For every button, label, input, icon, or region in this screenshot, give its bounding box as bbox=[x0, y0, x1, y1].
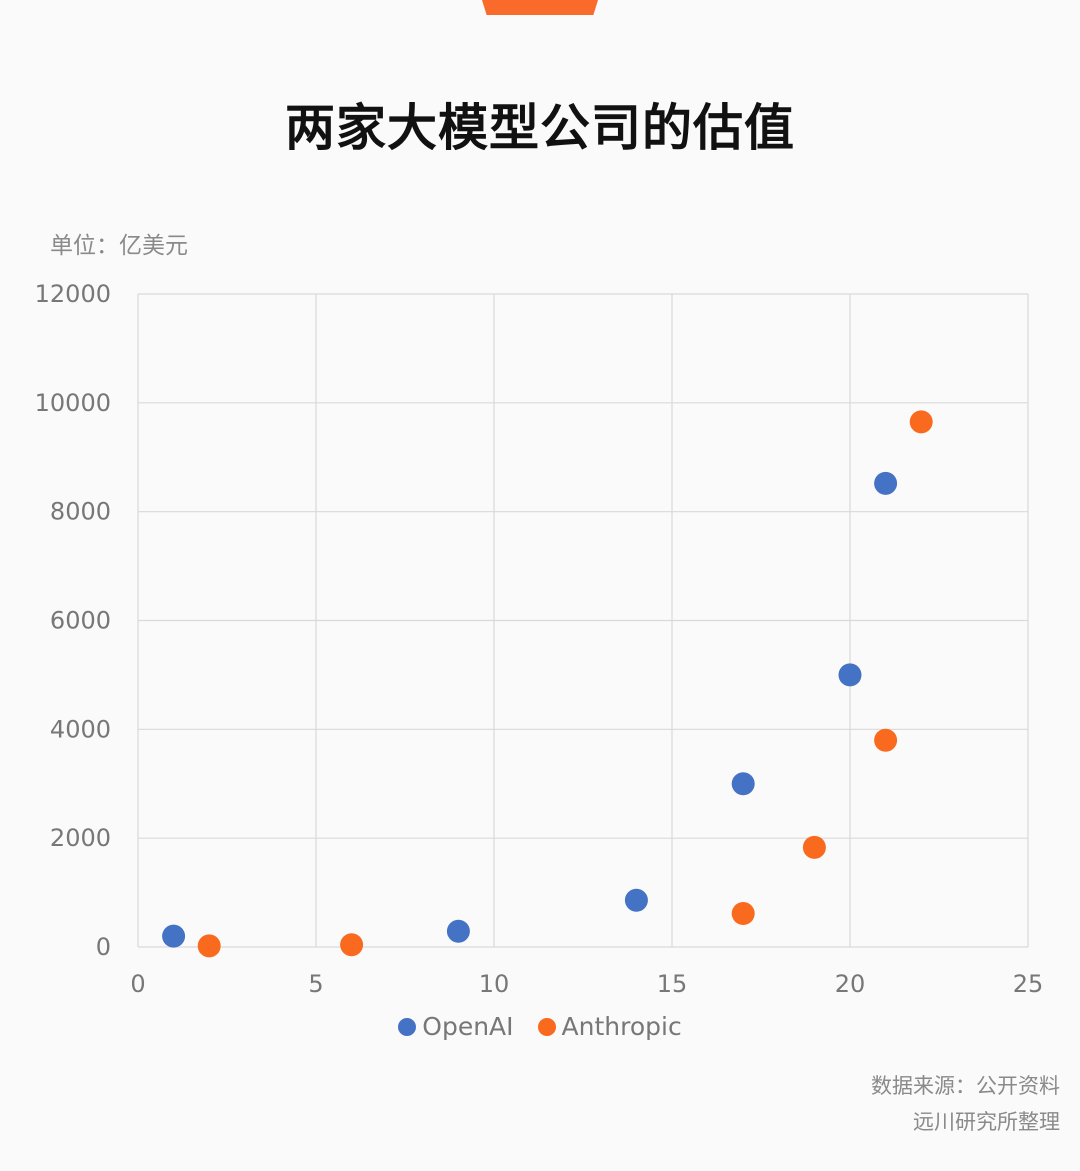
point-openai bbox=[162, 924, 186, 948]
y-tick-label: 12000 bbox=[35, 280, 111, 308]
x-tick-label: 25 bbox=[1013, 970, 1044, 998]
x-tick-label: 5 bbox=[308, 970, 323, 998]
x-tick-label: 10 bbox=[479, 970, 510, 998]
point-anthropic bbox=[731, 902, 755, 926]
point-openai bbox=[446, 919, 470, 943]
point-anthropic bbox=[197, 934, 221, 958]
scatter-chart: 0 2000 4000 6000 8000 10000 12000 0 5 10 15 20 25 bbox=[35, 280, 1044, 998]
x-tick-label: 20 bbox=[835, 970, 866, 998]
point-openai bbox=[731, 772, 755, 796]
x-tick-label: 15 bbox=[657, 970, 688, 998]
point-openai bbox=[874, 471, 898, 495]
legend-dot-anthropic bbox=[537, 1017, 556, 1036]
point-anthropic bbox=[802, 835, 826, 859]
legend-dot-openai bbox=[398, 1017, 417, 1036]
legend-label-anthropic: Anthropic bbox=[561, 1012, 682, 1041]
top-accent-tab bbox=[482, 0, 598, 15]
point-anthropic bbox=[874, 728, 898, 752]
source-line-2: 远川研究所整理 bbox=[913, 1110, 1060, 1134]
y-tick-label: 0 bbox=[96, 933, 111, 961]
point-openai bbox=[838, 663, 862, 687]
y-tick-label: 6000 bbox=[50, 607, 111, 635]
legend-label-openai: OpenAI bbox=[422, 1012, 514, 1041]
unit-label: 单位：亿美元 bbox=[50, 233, 188, 259]
point-anthropic bbox=[909, 410, 933, 434]
point-anthropic bbox=[340, 933, 364, 957]
legend-item-openai: OpenAI bbox=[398, 1012, 514, 1041]
y-tick-label: 8000 bbox=[50, 498, 111, 526]
source-line-1: 数据来源：公开资料 bbox=[871, 1074, 1060, 1098]
legend-item-anthropic: Anthropic bbox=[537, 1012, 682, 1041]
x-tick-label: 0 bbox=[130, 970, 145, 998]
y-tick-label: 2000 bbox=[50, 824, 111, 852]
page-title: 两家大模型公司的估值 bbox=[285, 99, 795, 157]
chart-legend: OpenAI Anthropic bbox=[0, 1012, 1080, 1041]
point-openai bbox=[624, 888, 648, 912]
y-tick-label: 10000 bbox=[35, 389, 111, 417]
y-tick-label: 4000 bbox=[50, 715, 111, 743]
source-note: 数据来源：公开资料 远川研究所整理 bbox=[871, 1068, 1060, 1140]
